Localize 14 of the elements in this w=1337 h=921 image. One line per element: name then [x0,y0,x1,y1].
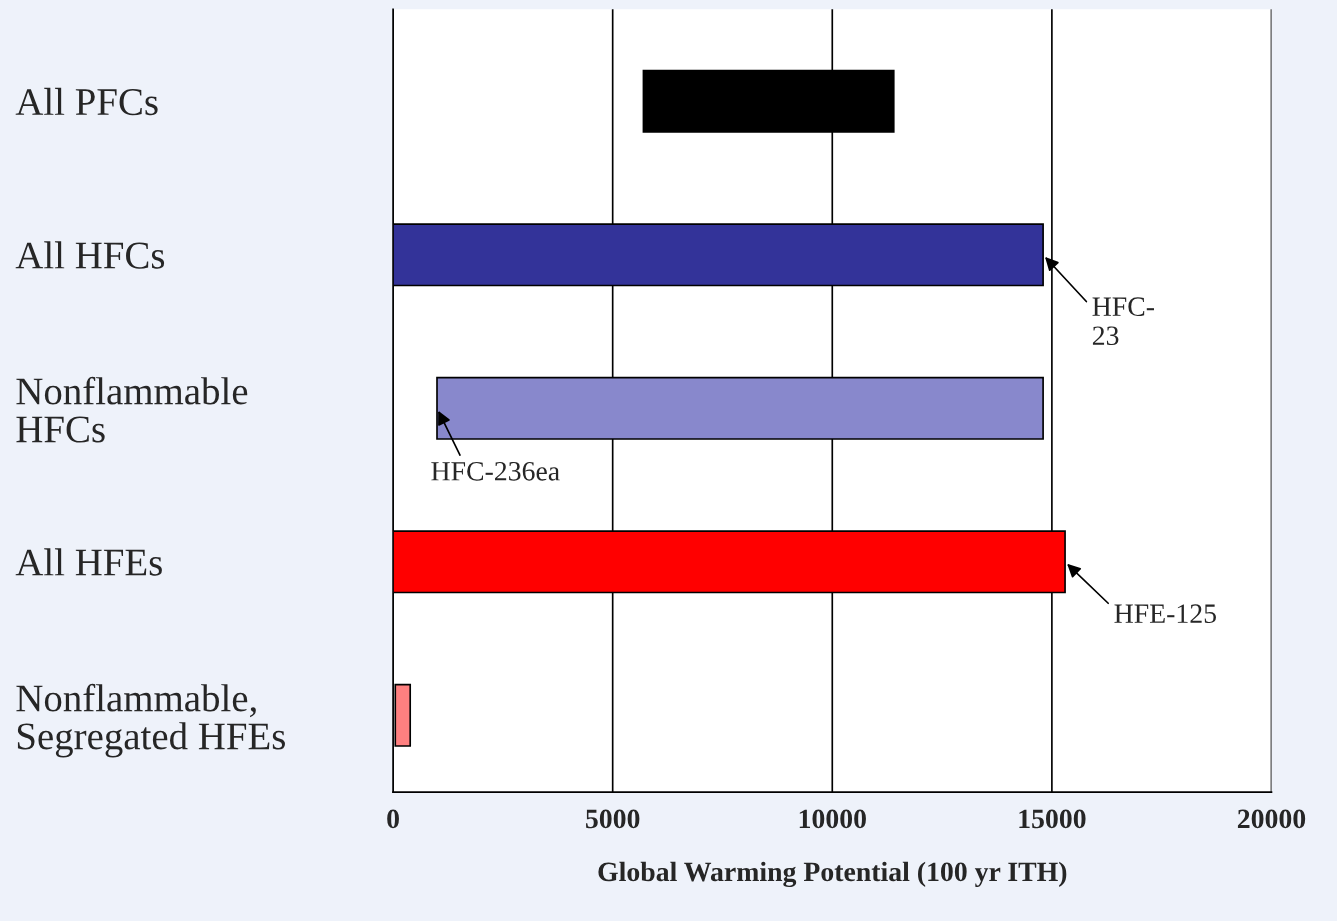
x-tick-label: 0 [387,809,399,829]
y-tick-label: Nonflammable, Segregated HFEs [16,683,285,758]
x-tick-label: 10000 [799,809,866,829]
annotation: HFE-125 [1114,604,1216,624]
x-tick-label: 20000 [1237,809,1306,829]
x-tick-label: 5000 [586,809,640,829]
y-tick-label: All PFCs [15,87,158,116]
y-tick-label: All HFEs [15,548,162,576]
annotation: HFC- 23 [1092,297,1154,346]
annotation: HFC-236ea [431,461,560,481]
y-tick-label: Nonflammable HFCs [16,376,248,443]
x-tick-label: 15000 [1019,809,1086,829]
x-axis-title: Global Warming Potential (100 yr ITH) [598,861,1067,888]
y-tick-label: All HFCs [15,241,165,269]
